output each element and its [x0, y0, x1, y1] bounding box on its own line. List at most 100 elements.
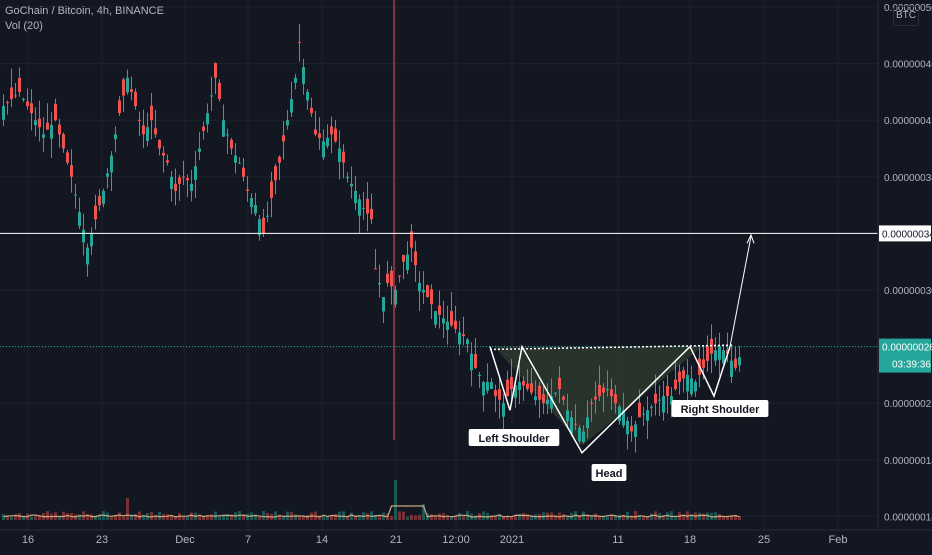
candle-body — [582, 431, 585, 443]
volume-bar — [590, 515, 593, 520]
candle-body — [418, 282, 421, 292]
candle-body — [318, 133, 321, 138]
candle-body — [254, 205, 257, 214]
candle-body — [662, 396, 665, 413]
candle-body — [94, 205, 97, 220]
time-axis[interactable]: 16 23 Dec 7 14 21 12:00 2021 11 18 25 Feb — [0, 529, 932, 546]
candle-body — [166, 160, 169, 163]
chart-grid — [0, 0, 878, 530]
volume-bar — [110, 516, 113, 520]
target-arrow-head — [746, 233, 755, 244]
candle-body — [246, 189, 249, 191]
volume-bar — [86, 514, 89, 520]
candle-body — [558, 377, 561, 390]
volume-bar — [202, 516, 205, 520]
volume-bar — [594, 513, 597, 520]
candle-body — [230, 139, 233, 149]
candle-body — [130, 89, 133, 92]
volume-bar — [378, 516, 381, 520]
volume-bar — [98, 515, 101, 520]
candle-body — [334, 128, 337, 142]
candle-body — [46, 122, 49, 130]
time-tick-label: 21 — [390, 534, 402, 546]
candle-body — [722, 350, 725, 364]
volume-bar — [646, 516, 649, 520]
volume-bar — [462, 515, 465, 520]
volume-bar — [662, 516, 665, 520]
volume-bar — [150, 512, 153, 520]
volume-ma-line — [3, 505, 740, 518]
candle-body — [218, 82, 221, 99]
candle-body — [10, 87, 13, 99]
candle-body — [82, 229, 85, 243]
volume-bar — [58, 516, 61, 520]
volume-bar — [578, 515, 581, 520]
volume-bar — [242, 514, 245, 520]
candle-body — [214, 63, 217, 78]
volume-bar — [586, 514, 589, 520]
candle-body — [194, 166, 197, 180]
candle-body — [638, 402, 641, 418]
candle-body — [210, 95, 213, 97]
volume-bar — [298, 516, 301, 520]
candle-body — [414, 251, 417, 266]
candle-body — [122, 79, 125, 96]
volume-bar — [406, 516, 409, 520]
currency-badge[interactable]: BTC — [893, 6, 919, 26]
candle-body — [126, 77, 129, 93]
volume-bar — [414, 515, 417, 520]
resistance-price-box — [879, 225, 931, 242]
volume-bar — [434, 515, 437, 520]
candle-body — [370, 208, 373, 220]
volume-bar — [206, 515, 209, 520]
candle-body — [54, 103, 57, 121]
candle-body — [526, 383, 529, 390]
candle-body — [438, 305, 441, 315]
volume-bar — [510, 516, 513, 520]
volume-bar — [686, 511, 689, 520]
volume-bar — [66, 513, 69, 520]
volume-bar — [394, 480, 397, 520]
volume-bar — [2, 514, 5, 520]
time-tick-label: 2021 — [500, 534, 524, 546]
candle-body — [118, 100, 121, 114]
volume-bar — [430, 514, 433, 520]
volume-bar — [714, 512, 717, 520]
candle-body — [74, 194, 77, 196]
volume-bar — [622, 516, 625, 520]
candle-body — [250, 198, 253, 208]
volume-bar — [46, 511, 49, 520]
head-label-bg — [591, 464, 627, 481]
volume-bar — [494, 516, 497, 520]
price-axis[interactable]: 0.00000050 0.00000046 0.00000042 0.00000038… — [877, 0, 932, 550]
candle-body — [222, 120, 225, 137]
volume-indicator-label[interactable]: Vol (20) — [5, 20, 43, 32]
overlay-lines — [0, 232, 878, 454]
volume-bar — [502, 516, 505, 520]
volume-bar — [174, 516, 177, 520]
price-tick-label: 0.00000018 — [884, 456, 932, 467]
candle-body — [534, 396, 537, 401]
volume-bar — [278, 514, 281, 520]
candle-body — [50, 124, 53, 139]
countdown-label: 03:39:36 — [892, 360, 931, 371]
candle-body — [278, 156, 281, 163]
time-tick-label: 12:00 — [442, 534, 470, 546]
price-tick-label: 0.00000042 — [884, 116, 932, 127]
right-shoulder-label-bg — [671, 400, 769, 417]
candle-body — [678, 371, 681, 382]
volume-bar — [614, 515, 617, 520]
price-tick-label: 0.00000014 — [884, 512, 932, 523]
candle-body — [354, 190, 357, 204]
time-tick-label: 14 — [316, 534, 328, 546]
volume-bar — [410, 514, 413, 520]
candle-body — [358, 199, 361, 216]
volume-bar — [626, 511, 629, 520]
candle-body — [106, 173, 109, 177]
volume-bar — [130, 514, 133, 520]
volume-bar — [134, 514, 137, 520]
price-tick-label: 0.00000022 — [884, 399, 932, 410]
symbol-title[interactable]: GoChain / Bitcoin, 4h, BINANCE — [5, 5, 164, 17]
